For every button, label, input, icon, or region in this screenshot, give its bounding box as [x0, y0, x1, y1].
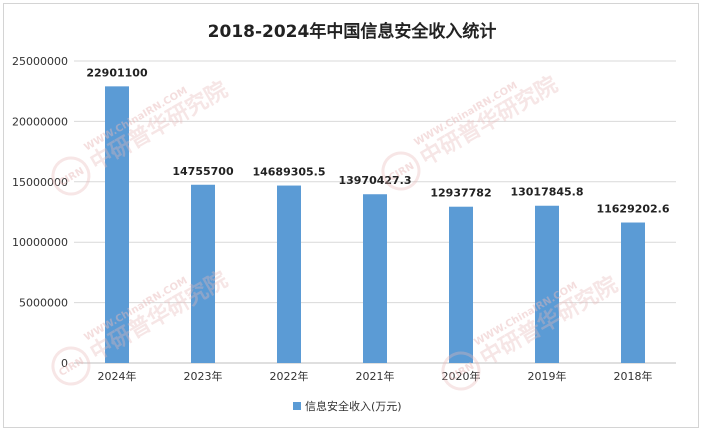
legend: 信息安全收入(万元) — [293, 399, 402, 413]
bars — [105, 86, 645, 364]
y-tick-label: 20000000 — [12, 115, 68, 128]
watermark-logo-icon — [51, 156, 91, 196]
bar — [105, 86, 129, 364]
bar — [363, 194, 387, 363]
x-tick-label: 2021年 — [356, 369, 395, 383]
data-label: 11629202.6 — [596, 203, 669, 216]
watermark-logo-icon — [381, 151, 421, 191]
y-tick-label: 15000000 — [12, 176, 68, 189]
data-labels: 22901100 14755700 14689305.5 13970427.3 1293… — [86, 66, 669, 215]
bar — [449, 206, 473, 363]
x-tick-label: 2018年 — [614, 369, 653, 383]
legend-swatch — [293, 402, 301, 410]
bar — [191, 184, 215, 363]
x-tick-label: 2022年 — [270, 369, 309, 383]
bar — [621, 222, 645, 363]
y-tick-label: 10000000 — [12, 236, 68, 249]
y-tick-label: 25000000 — [12, 55, 68, 68]
watermark-logo-icon — [51, 346, 91, 386]
legend-label: 信息安全收入(万元) — [305, 399, 402, 413]
x-tick-label: 2019年 — [528, 369, 567, 383]
watermark-logo: CIRN — [57, 166, 86, 189]
bar — [535, 205, 559, 363]
data-label: 14689305.5 — [252, 166, 325, 179]
chart-title: 2018-2024年中国信息安全收入统计 — [208, 21, 497, 42]
bar — [277, 185, 301, 363]
data-label: 13970427.3 — [338, 174, 411, 187]
x-tick-label: 2024年 — [98, 369, 137, 383]
gridlines — [74, 60, 676, 364]
data-label: 22901100 — [86, 66, 148, 79]
x-tick-label: 2023年 — [184, 369, 223, 383]
y-axis: 0 5000000 10000000 15000000 20000000 25000000 — [12, 55, 68, 370]
y-tick-label: 0 — [61, 357, 68, 370]
watermark-logo-icon — [441, 351, 481, 391]
x-axis: 2024年 2023年 2022年 2021年 2020年 2019年 2018年 — [98, 369, 653, 383]
data-label: 14755700 — [172, 165, 234, 178]
data-label: 13017845.8 — [510, 186, 583, 199]
y-tick-label: 5000000 — [19, 297, 68, 310]
x-tick-label: 2020年 — [442, 369, 481, 383]
data-label: 12937782 — [430, 187, 491, 200]
